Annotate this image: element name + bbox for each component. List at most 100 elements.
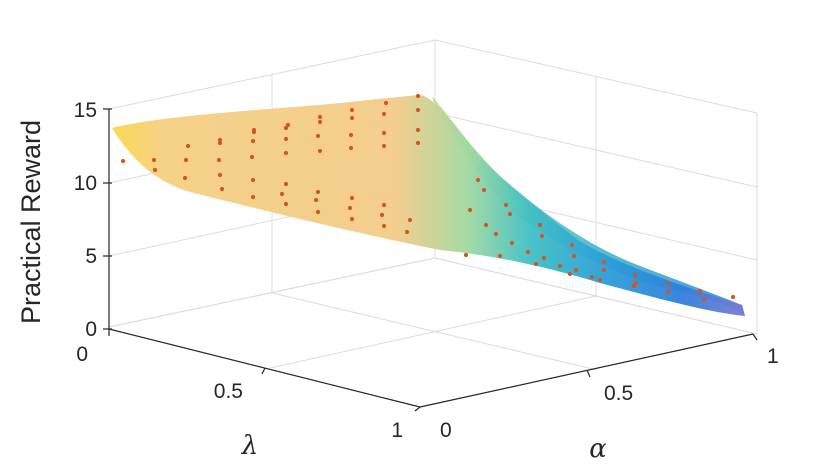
- alpha-axis: [419, 333, 754, 408]
- sample-point-1-3: [249, 154, 255, 160]
- sample-point-1-6: [348, 145, 354, 151]
- sample-point-2-4: [315, 133, 321, 139]
- sample-point-3-2: [283, 125, 289, 131]
- sample-point-6-2: [347, 205, 353, 211]
- z-tick-label-0: 0: [85, 318, 97, 341]
- z-tick-label-10: 10: [74, 172, 97, 195]
- sample-point-3-5: [381, 111, 387, 117]
- floor-edge-left: [108, 257, 436, 328]
- sample-point-2-0: [185, 143, 191, 149]
- sample-point-0-7: [349, 216, 355, 222]
- sample-point-2-3: [283, 136, 289, 142]
- sample-point-5-1: [250, 177, 256, 183]
- z-axis-label: Practical Reward: [16, 120, 46, 324]
- sample-point-7-3: [569, 242, 575, 248]
- surface-top-face: [112, 95, 745, 316]
- alpha-tick-label-05: 0.5: [604, 382, 633, 405]
- sample-point-5-5: [381, 202, 387, 208]
- sample-point-2-1: [217, 140, 223, 146]
- sample-point-11-0: [483, 222, 489, 228]
- sample-point-4-5: [415, 93, 421, 99]
- sample-point-4-3: [349, 107, 355, 113]
- lambda-tick-1: [414, 406, 421, 412]
- sample-point-1-5: [317, 148, 323, 154]
- surface-front-face: [432, 96, 745, 316]
- sample-point-1-2: [216, 157, 222, 163]
- sample-point-0-5: [283, 201, 289, 207]
- z-tick-label-15: 15: [74, 99, 97, 122]
- sample-point-7-2: [537, 222, 543, 228]
- sample-point-11-2: [541, 255, 547, 261]
- sample-point-5-2: [283, 181, 289, 187]
- alpha-tick-label-1: 1: [767, 345, 779, 368]
- z-tick-label-5: 5: [85, 245, 97, 268]
- sample-point-4-4: [383, 100, 389, 106]
- sample-point-10-7: [701, 296, 707, 302]
- sample-point-10-5: [631, 283, 637, 289]
- sample-point-0-1: [152, 167, 158, 173]
- floor: [108, 257, 758, 371]
- sample-point-3-3: [317, 119, 323, 125]
- sample-points: [120, 93, 736, 302]
- sample-point-10-0: [463, 252, 469, 258]
- sample-point-9-0: [467, 207, 473, 213]
- sample-point-10-6: [665, 289, 671, 295]
- sample-point-4-0: [251, 127, 257, 133]
- sample-point-6-0: [279, 191, 285, 197]
- sample-point-8-0: [481, 187, 487, 193]
- axes: [103, 108, 758, 412]
- sample-point-0-9: [404, 229, 410, 235]
- sample-point-2-7: [415, 127, 421, 133]
- sample-point-7-4: [601, 259, 607, 265]
- sample-point-10-4: [597, 277, 603, 283]
- lambda-tick-label-0: 0: [76, 343, 88, 366]
- sample-point-10-3: [567, 271, 573, 277]
- lambda-tick-label-1: 1: [391, 419, 403, 442]
- sample-point-6-3: [379, 212, 385, 218]
- alpha-tick-05: [586, 369, 591, 378]
- sample-point-6-4: [407, 217, 413, 223]
- sample-point-0-8: [381, 223, 387, 229]
- sample-point-2-6: [381, 130, 387, 136]
- sample-point-3-0: [217, 137, 223, 143]
- alpha-tick-1: [752, 333, 758, 341]
- sample-point-0-6: [315, 209, 321, 215]
- sample-point-0-4: [250, 194, 256, 200]
- sample-point-1-0: [151, 157, 157, 163]
- sample-point-8-4: [601, 267, 607, 273]
- lambda-tick-label-05: 0.5: [214, 380, 243, 403]
- sample-point-9-1: [493, 231, 499, 237]
- sample-point-11-3: [573, 267, 579, 273]
- sample-point-7-1: [503, 202, 509, 208]
- sample-point-11-1: [509, 240, 515, 246]
- sample-point-7-7: [697, 288, 703, 294]
- sample-point-1-7: [381, 143, 387, 149]
- sample-point-4-2: [317, 114, 323, 120]
- sample-point-10-1: [497, 253, 503, 259]
- reward-surface: [112, 95, 745, 316]
- sample-point-0-2: [182, 175, 188, 181]
- sample-point-8-3: [571, 253, 577, 259]
- lambda-axis-label: λ: [241, 431, 258, 461]
- sample-point-9-2: [525, 249, 531, 255]
- sample-point-1-4: [283, 150, 289, 156]
- sample-point-10-2: [533, 261, 539, 267]
- sample-point-9-3: [557, 263, 563, 269]
- sample-point-7-8: [730, 294, 736, 300]
- floor-grid-alpha-mid: [269, 295, 597, 369]
- sample-point-2-2: [250, 138, 256, 144]
- sample-point-3-6: [415, 107, 421, 113]
- alpha-tick-label-0: 0: [440, 419, 452, 442]
- sample-point-5-4: [349, 195, 355, 201]
- sample-point-8-1: [507, 211, 513, 217]
- sample-point-7-5: [632, 272, 638, 278]
- lambda-tick-05: [261, 367, 266, 375]
- sample-point-0-3: [219, 186, 225, 192]
- sample-point-6-1: [313, 197, 319, 203]
- alpha-axis-label: α: [589, 434, 607, 464]
- sample-point-1-8: [415, 140, 421, 146]
- sample-point-8-5: [633, 280, 639, 286]
- sample-point-8-2: [539, 233, 545, 239]
- sample-point-5-3: [315, 189, 321, 195]
